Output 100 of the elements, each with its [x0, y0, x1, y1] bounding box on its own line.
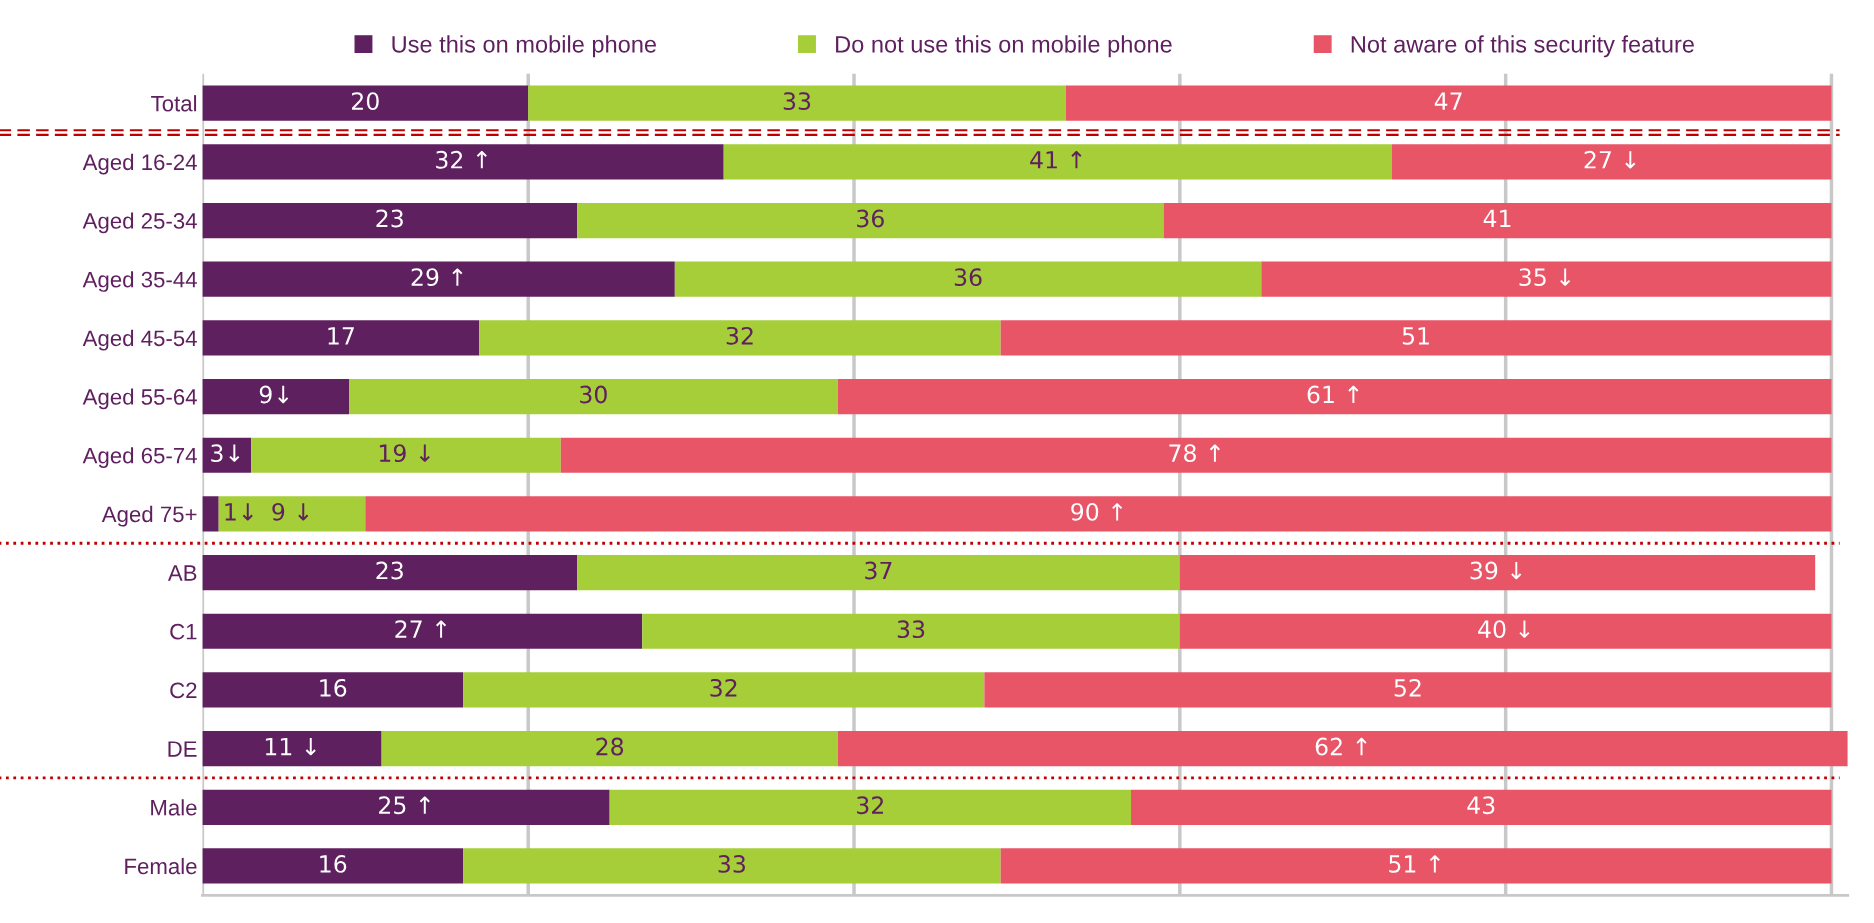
data-label: 61 ↑: [1307, 385, 1359, 404]
data-label: 9↓: [259, 385, 289, 404]
bar: [1065, 85, 1832, 121]
data-label: 40 ↓: [1478, 620, 1530, 639]
bar: [202, 554, 578, 591]
data-label: 25 ↑: [379, 796, 430, 815]
bar: [202, 202, 578, 239]
data-label: 29 ↑: [411, 268, 463, 287]
data-label: 9 ↓: [272, 502, 309, 521]
y-tick-label: C1: [170, 623, 197, 640]
data-label: 37: [865, 561, 892, 580]
bar: [577, 202, 1164, 239]
bar: [642, 613, 1180, 649]
bar: [1000, 848, 1832, 884]
bar: [609, 789, 1131, 825]
y-tick-label: Aged 75+: [101, 505, 197, 527]
bar: [837, 731, 1848, 767]
data-label: 33: [718, 854, 745, 873]
bar: [202, 672, 464, 708]
bar: [202, 848, 464, 884]
bar: [251, 437, 561, 473]
bar: [202, 437, 252, 473]
y-tick-label: Male: [151, 799, 197, 816]
bar: [723, 144, 1392, 180]
data-label: 32: [726, 326, 753, 345]
data-label: 1↓: [225, 503, 253, 521]
data-label: 11 ↓: [265, 737, 316, 756]
bar: [202, 731, 382, 767]
bar: [528, 85, 1066, 121]
data-label: 27 ↓: [1584, 150, 1636, 169]
bar: [202, 85, 529, 121]
bar: [202, 378, 350, 415]
data-label: 36: [857, 209, 884, 228]
data-label: 62 ↑: [1315, 737, 1367, 756]
data-label: 17: [328, 327, 354, 345]
bar: [202, 261, 675, 297]
bar: [202, 144, 724, 180]
data-label: 39 ↓: [1470, 561, 1522, 580]
bar: [837, 378, 1832, 415]
y-tick-label: Aged 25-34: [82, 212, 197, 234]
data-label: 32 ↑: [436, 150, 487, 169]
bar: [365, 496, 1832, 532]
bar: [202, 789, 610, 825]
bar: [463, 672, 985, 708]
bar: [674, 261, 1262, 297]
legend-label: Use this on mobile phone: [392, 35, 657, 58]
y-tick-label: AB: [167, 565, 197, 581]
bar: [479, 320, 1001, 356]
data-label: 27 ↑: [395, 620, 447, 638]
data-label: 23: [376, 209, 403, 228]
y-tick-label: Aged 45-54: [82, 329, 197, 351]
data-label: 28: [596, 737, 624, 756]
data-label: 32: [857, 796, 883, 815]
data-label: 51 ↑: [1389, 855, 1440, 873]
bar: [1130, 789, 1832, 825]
bar: [1179, 554, 1816, 591]
y-tick-label: Aged 65-74: [82, 447, 197, 468]
data-label: 30: [580, 385, 607, 404]
y-tick-label: C2: [170, 682, 197, 699]
data-label: 51: [1402, 327, 1429, 345]
data-label: 36: [954, 268, 982, 287]
data-label: 47: [1434, 92, 1462, 110]
bar: [1261, 261, 1832, 297]
bar: [1000, 320, 1832, 356]
data-label: 20: [352, 92, 379, 111]
bar: [463, 848, 1001, 884]
data-label: 16: [320, 854, 347, 873]
data-label: 33: [897, 620, 925, 639]
data-label: 32: [710, 678, 737, 697]
bar: [1179, 613, 1832, 649]
bar: [349, 378, 838, 415]
data-label: 19 ↓: [379, 444, 430, 463]
data-label: 3↓: [211, 444, 240, 463]
bar: [202, 320, 480, 356]
data-label: 16: [320, 678, 347, 697]
bar: [984, 672, 1832, 708]
bar: [381, 731, 838, 767]
data-label: 90 ↑: [1071, 502, 1123, 521]
data-label: 33: [783, 92, 811, 111]
bar: [577, 554, 1180, 591]
bar: [1163, 202, 1832, 239]
y-tick-label: Female: [125, 857, 197, 875]
y-tick-label: Total: [151, 95, 197, 112]
data-label: 43: [1467, 796, 1495, 815]
bar: [218, 496, 366, 532]
y-tick-label: Aged 16-24: [82, 153, 197, 175]
data-label: 41 ↑: [1030, 151, 1082, 169]
data-label: 41: [1483, 209, 1511, 228]
data-label: 35 ↓: [1519, 268, 1571, 287]
data-label: 78 ↑: [1169, 444, 1220, 463]
data-label: 52: [1394, 678, 1421, 697]
bar: [560, 437, 1832, 473]
data-label: 23: [376, 561, 403, 580]
bar: [202, 613, 643, 649]
legend-label: Do not use this on mobile phone: [836, 35, 1172, 58]
bar: [1391, 144, 1832, 180]
y-tick-label: DE: [168, 741, 197, 757]
y-tick-label: Aged 35-44: [82, 271, 197, 292]
y-tick-label: Aged 55-64: [82, 388, 197, 410]
bar: [202, 496, 219, 532]
